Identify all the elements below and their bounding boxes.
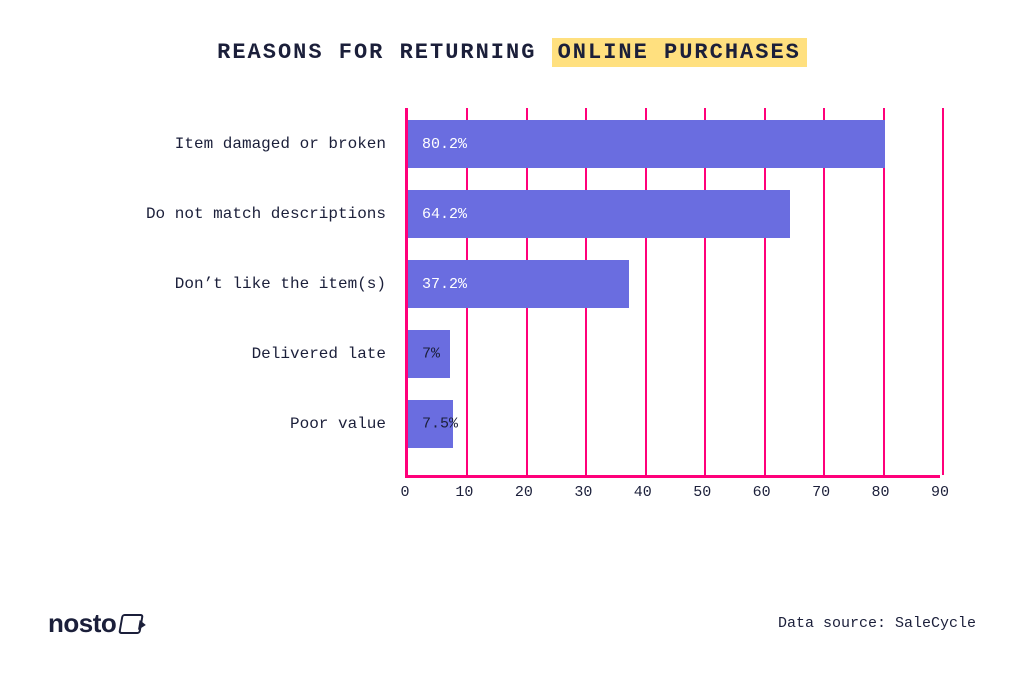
- chart-title: REASONS FOR RETURNING ONLINE PURCHASES: [0, 40, 1024, 65]
- y-axis-label: Delivered late: [252, 345, 386, 363]
- y-axis-label: Do not match descriptions: [146, 205, 386, 223]
- bar-value-label: 64.2%: [422, 206, 467, 223]
- x-axis-tick: 60: [753, 484, 771, 501]
- bar: 37.2%: [408, 260, 629, 308]
- bar-value-label: 80.2%: [422, 136, 467, 153]
- bar: 7.5%: [408, 400, 453, 448]
- logo: nosto: [48, 608, 142, 639]
- bar-value-label: 37.2%: [422, 276, 467, 293]
- data-source: Data source: SaleCycle: [778, 615, 976, 632]
- bar-value-label: 7.5%: [422, 416, 458, 433]
- bar: 80.2%: [408, 120, 885, 168]
- x-axis-tick: 70: [812, 484, 830, 501]
- x-axis-tick: 90: [931, 484, 949, 501]
- x-axis-tick: 30: [574, 484, 592, 501]
- gridline: [942, 108, 944, 475]
- logo-icon: [119, 614, 145, 634]
- logo-text: nosto: [48, 608, 116, 639]
- x-axis-tick: 10: [455, 484, 473, 501]
- x-axis-tick: 50: [693, 484, 711, 501]
- y-axis-label: Item damaged or broken: [175, 135, 386, 153]
- bar: 64.2%: [408, 190, 790, 238]
- footer: nosto Data source: SaleCycle: [48, 608, 976, 639]
- bar-value-label: 7%: [422, 346, 440, 363]
- title-highlight: ONLINE PURCHASES: [552, 38, 807, 67]
- bar: 7%: [408, 330, 450, 378]
- chart-plot: 80.2%Item damaged or broken64.2%Do not m…: [405, 108, 940, 478]
- chart-area: 80.2%Item damaged or broken64.2%Do not m…: [405, 108, 940, 510]
- y-axis-label: Don’t like the item(s): [175, 275, 386, 293]
- x-axis-tick: 20: [515, 484, 533, 501]
- x-axis-tick: 80: [872, 484, 890, 501]
- title-plain: REASONS FOR RETURNING: [217, 40, 551, 65]
- x-axis-tick: 40: [634, 484, 652, 501]
- y-axis-label: Poor value: [290, 415, 386, 433]
- x-axis-tick: 0: [400, 484, 409, 501]
